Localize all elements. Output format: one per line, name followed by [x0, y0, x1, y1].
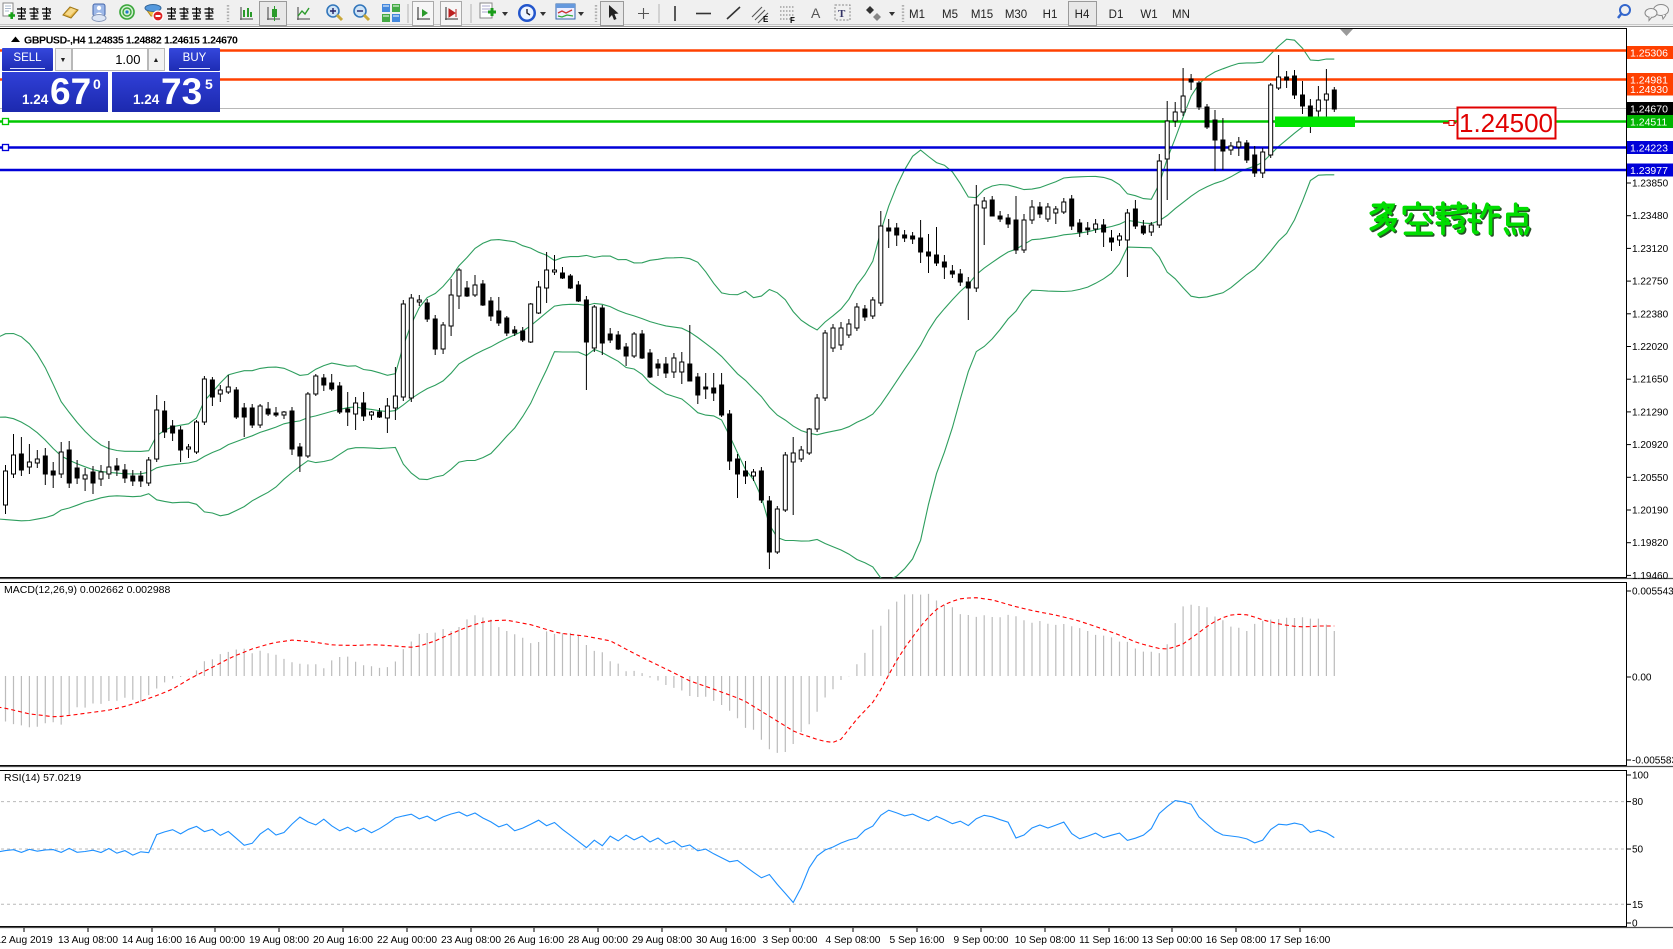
- svg-text:5 Sep 16:00: 5 Sep 16:00: [890, 935, 945, 946]
- svg-text:A: A: [811, 5, 821, 21]
- svg-text:1.23120: 1.23120: [1632, 244, 1669, 255]
- svg-text:D1: D1: [1109, 9, 1124, 21]
- svg-text:11 Sep 16:00: 11 Sep 16:00: [1079, 935, 1139, 946]
- svg-text:0.005543: 0.005543: [1632, 587, 1673, 598]
- svg-text:F: F: [790, 16, 795, 25]
- svg-text:0: 0: [1632, 919, 1638, 930]
- svg-text:H1: H1: [1043, 9, 1058, 21]
- svg-text:17 Sep 16:00: 17 Sep 16:00: [1270, 935, 1331, 946]
- svg-text:W1: W1: [1140, 9, 1157, 21]
- svg-text:1.19460: 1.19460: [1632, 571, 1669, 582]
- svg-text:1.23480: 1.23480: [1632, 211, 1669, 222]
- svg-text:80: 80: [1632, 797, 1644, 808]
- svg-text:GBPUSD-,H4 1.24835 1.24882 1.: GBPUSD-,H4 1.24835 1.24882 1.24615 1.246…: [24, 35, 238, 47]
- svg-text:23 Aug 08:00: 23 Aug 08:00: [441, 935, 501, 946]
- svg-text:16 Sep 08:00: 16 Sep 08:00: [1206, 935, 1267, 946]
- svg-text:1.22020: 1.22020: [1632, 342, 1669, 353]
- svg-text:14 Aug 16:00: 14 Aug 16:00: [122, 935, 182, 946]
- svg-text:T: T: [838, 8, 846, 20]
- svg-text:29 Aug 08:00: 29 Aug 08:00: [632, 935, 692, 946]
- svg-text:13 Aug 08:00: 13 Aug 08:00: [58, 935, 118, 946]
- svg-text:19 Aug 08:00: 19 Aug 08:00: [249, 935, 309, 946]
- svg-text:1.19820: 1.19820: [1632, 538, 1669, 549]
- svg-text:10 Sep 08:00: 10 Sep 08:00: [1015, 935, 1076, 946]
- svg-text:M30: M30: [1005, 9, 1027, 21]
- svg-text:1.24930: 1.24930: [1630, 84, 1668, 96]
- svg-text:MN: MN: [1172, 9, 1190, 21]
- svg-text:1.22380: 1.22380: [1632, 309, 1669, 320]
- svg-text:1.21650: 1.21650: [1632, 375, 1669, 386]
- svg-text:1.24511: 1.24511: [1630, 117, 1667, 129]
- svg-text:1.24223: 1.24223: [1630, 143, 1668, 155]
- svg-text:M1: M1: [909, 9, 925, 21]
- svg-text:H4: H4: [1075, 9, 1090, 21]
- svg-text:22 Aug 00:00: 22 Aug 00:00: [377, 935, 437, 946]
- svg-text:1.20190: 1.20190: [1632, 506, 1669, 517]
- svg-text:100: 100: [1632, 771, 1649, 782]
- svg-text:M5: M5: [942, 9, 958, 21]
- svg-text:16 Aug 00:00: 16 Aug 00:00: [185, 935, 245, 946]
- svg-text:E: E: [763, 15, 769, 24]
- svg-text:4 Sep 08:00: 4 Sep 08:00: [826, 935, 881, 946]
- svg-text:3 Sep 00:00: 3 Sep 00:00: [763, 935, 818, 946]
- svg-text:9 Sep 00:00: 9 Sep 00:00: [954, 935, 1009, 946]
- svg-text:12 Aug 2019: 12 Aug 2019: [0, 935, 53, 946]
- svg-text:15: 15: [1632, 900, 1644, 911]
- svg-text:50: 50: [1632, 845, 1644, 856]
- svg-text:1.25306: 1.25306: [1630, 48, 1668, 60]
- svg-text:1.20920: 1.20920: [1632, 440, 1669, 451]
- svg-text:1.24981: 1.24981: [1630, 75, 1668, 87]
- svg-text:RSI(14) 57.0219: RSI(14) 57.0219: [4, 772, 81, 784]
- svg-text:1.21290: 1.21290: [1632, 407, 1669, 418]
- svg-text:1.24500: 1.24500: [1459, 108, 1553, 138]
- svg-text:0.00: 0.00: [1632, 673, 1652, 684]
- svg-text:1.22750: 1.22750: [1632, 277, 1669, 288]
- svg-text:MACD(12,26,9) 0.002662 0.00298: MACD(12,26,9) 0.002662 0.002988: [4, 584, 171, 596]
- svg-text:1.20550: 1.20550: [1632, 473, 1669, 484]
- svg-text:1.23977: 1.23977: [1630, 165, 1668, 177]
- svg-text:13 Sep 00:00: 13 Sep 00:00: [1142, 935, 1203, 946]
- svg-text:20 Aug 16:00: 20 Aug 16:00: [313, 935, 373, 946]
- svg-text:-0.005583: -0.005583: [1632, 756, 1673, 767]
- svg-text:M15: M15: [971, 9, 993, 21]
- svg-text:1.24670: 1.24670: [1630, 104, 1668, 116]
- svg-text:1.23850: 1.23850: [1632, 179, 1669, 190]
- svg-text:28 Aug 00:00: 28 Aug 00:00: [568, 935, 628, 946]
- svg-text:30 Aug 16:00: 30 Aug 16:00: [696, 935, 756, 946]
- svg-text:26 Aug 16:00: 26 Aug 16:00: [504, 935, 564, 946]
